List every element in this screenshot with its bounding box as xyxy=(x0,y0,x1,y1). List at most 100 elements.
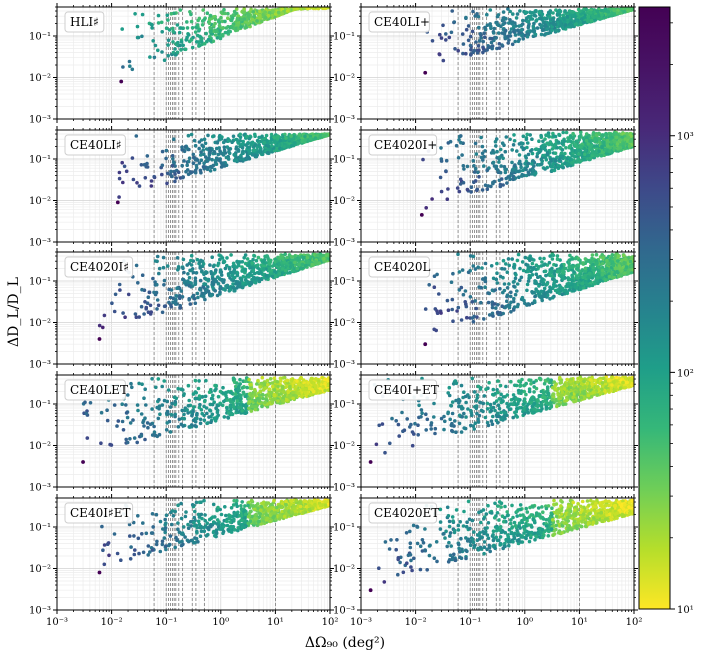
data-point xyxy=(568,139,573,144)
data-point xyxy=(500,31,505,35)
data-point xyxy=(181,175,185,180)
data-point xyxy=(315,0,319,2)
data-point xyxy=(502,164,507,169)
data-point xyxy=(183,145,188,149)
data-point xyxy=(421,157,425,162)
data-point xyxy=(454,143,459,148)
data-point xyxy=(460,32,465,36)
data-point xyxy=(324,3,328,7)
data-point xyxy=(513,29,517,33)
data-point xyxy=(468,34,473,39)
data-point xyxy=(151,39,155,43)
data-point xyxy=(496,168,500,172)
data-point xyxy=(239,25,243,29)
data-point xyxy=(325,0,329,1)
data-point xyxy=(524,167,528,172)
data-point xyxy=(198,278,203,283)
data-point xyxy=(469,53,473,57)
data-point xyxy=(227,149,231,154)
data-point xyxy=(524,137,529,141)
data-point xyxy=(135,35,140,40)
data-point xyxy=(135,24,140,29)
data-point xyxy=(564,130,569,135)
data-point xyxy=(464,15,468,20)
data-point xyxy=(166,18,170,22)
data-point xyxy=(609,140,614,144)
data-point xyxy=(277,143,282,147)
data-point xyxy=(197,16,202,21)
data-point xyxy=(176,170,181,175)
data-point xyxy=(489,26,493,31)
y-tick-label: 10⁻³ xyxy=(29,115,51,126)
data-point xyxy=(570,161,574,165)
data-point xyxy=(203,141,208,146)
y-tick-label: 10⁻² xyxy=(29,73,51,84)
panel-3: 10⁻³ 10⁻² 10⁻¹ CE40LI♯ xyxy=(29,126,334,249)
data-point xyxy=(239,153,243,158)
data-point xyxy=(159,20,164,25)
data-point xyxy=(592,10,596,14)
scatter-points xyxy=(97,252,330,341)
data-point xyxy=(172,137,176,141)
data-point xyxy=(252,271,257,276)
data-point xyxy=(219,137,224,141)
data-point xyxy=(614,131,618,136)
data-point xyxy=(455,186,460,190)
data-point xyxy=(575,19,579,23)
data-point xyxy=(577,134,582,139)
data-point xyxy=(483,25,487,30)
data-point xyxy=(195,33,200,38)
data-point xyxy=(323,3,327,7)
data-point xyxy=(322,133,327,138)
data-point xyxy=(238,135,243,139)
data-point xyxy=(148,55,152,59)
data-point xyxy=(173,53,178,57)
data-point xyxy=(236,148,241,152)
data-point xyxy=(320,0,324,3)
data-point xyxy=(529,14,533,18)
data-point xyxy=(202,152,206,156)
data-point xyxy=(188,302,193,306)
data-point xyxy=(496,31,501,35)
data-point xyxy=(197,161,202,165)
data-point xyxy=(180,163,184,168)
data-point xyxy=(449,30,454,35)
data-point xyxy=(160,50,164,54)
data-point xyxy=(550,164,554,169)
data-point xyxy=(219,10,224,15)
data-point xyxy=(308,2,312,6)
data-point xyxy=(152,174,156,179)
data-point xyxy=(582,157,586,162)
y-tick-label: 10⁻¹ xyxy=(333,155,355,166)
data-point xyxy=(608,132,613,136)
data-point xyxy=(226,11,230,16)
data-point xyxy=(208,263,212,267)
data-point xyxy=(121,65,125,69)
data-point xyxy=(190,45,195,50)
data-point xyxy=(590,150,595,155)
data-point xyxy=(238,132,242,137)
data-point xyxy=(228,29,232,34)
y-tick-label: 10⁻² xyxy=(333,73,355,84)
data-point xyxy=(576,7,581,12)
data-point xyxy=(240,265,244,269)
data-point xyxy=(457,189,462,194)
data-point xyxy=(173,47,177,51)
data-point xyxy=(199,39,204,44)
y-tick-label: 10⁻¹ xyxy=(333,32,355,43)
data-point xyxy=(323,0,327,1)
data-point xyxy=(491,160,496,165)
data-point xyxy=(222,145,227,149)
data-point xyxy=(466,38,471,43)
data-point xyxy=(555,146,559,150)
data-point xyxy=(149,22,154,27)
data-point xyxy=(322,0,326,3)
data-point xyxy=(140,12,145,17)
data-point xyxy=(234,158,238,162)
data-point xyxy=(309,3,313,7)
panel-label-text: CE40LI+ xyxy=(374,15,430,29)
data-point xyxy=(480,151,485,156)
data-point xyxy=(257,150,262,154)
data-point xyxy=(295,7,299,10)
data-point xyxy=(485,187,490,191)
